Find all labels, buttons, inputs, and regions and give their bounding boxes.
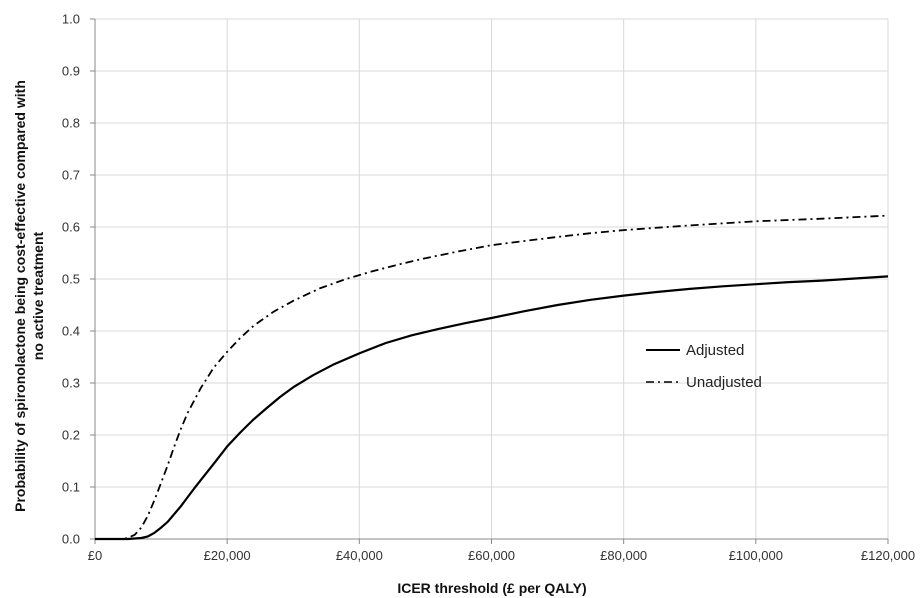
x-tick-label: £40,000 (336, 548, 383, 563)
x-tick-label: £120,000 (861, 548, 915, 563)
x-tick-label: £80,000 (600, 548, 647, 563)
y-axis-title: Probability of spironolactone being cost… (12, 80, 46, 512)
y-tick-label: 0.9 (62, 64, 80, 79)
y-tick-label: 1.0 (62, 12, 80, 27)
y-axis-title-line-2: no active treatment (30, 231, 46, 360)
y-axis-title-line-1: Probability of spironolactone being cost… (12, 80, 28, 512)
x-tick-label: £0 (88, 548, 102, 563)
x-tick-labels: £0 £20,000 £40,000 £60,000 £80,000 £100,000 £1… (88, 548, 915, 563)
x-tick-label: £60,000 (468, 548, 515, 563)
legend-unadjusted-label: Unadjusted (686, 374, 762, 391)
x-tick-label: £20,000 (204, 548, 251, 563)
y-tick-label: 0.7 (62, 168, 80, 183)
plot-axes (90, 18, 889, 544)
y-tick-labels: 0.0 0.1 0.2 0.3 0.4 0.5 0.6 0.7 0.8 0.9 1.0 (62, 12, 80, 547)
legend-adjusted-label: Adjusted (686, 342, 744, 359)
y-tick-label: 0.2 (62, 428, 80, 443)
y-tick-label: 0.0 (62, 532, 80, 547)
horizontal-gridlines (95, 18, 888, 488)
series-lines (95, 214, 889, 541)
x-tick-label: £100,000 (729, 548, 783, 563)
y-tick-label: 0.8 (62, 116, 80, 131)
series-line-unadjusted (95, 214, 889, 540)
x-axis-title: ICER threshold (£ per QALY) (397, 580, 586, 596)
y-tick-label: 0.3 (62, 376, 80, 391)
legend: Adjusted Unadjusted (646, 342, 762, 391)
y-tick-label: 0.6 (62, 220, 80, 235)
y-tick-label: 0.5 (62, 272, 80, 287)
y-tick-label: 0.1 (62, 480, 80, 495)
y-tick-label: 0.4 (62, 324, 80, 339)
series-line-adjusted (95, 275, 889, 541)
